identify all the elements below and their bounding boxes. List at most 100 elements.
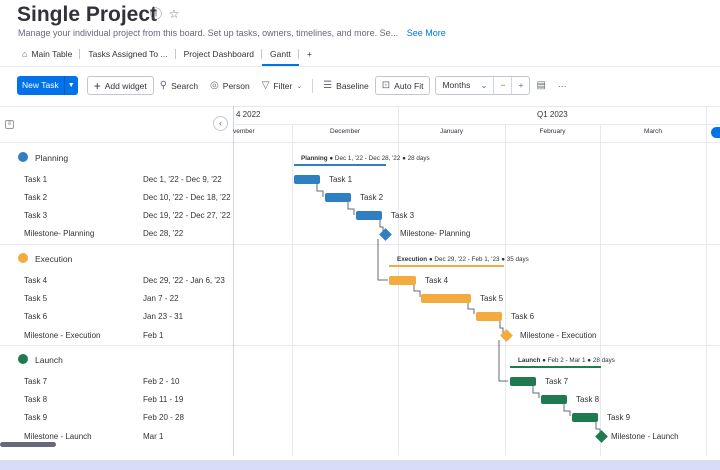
list-item[interactable]: Milestone - Execution (24, 331, 101, 340)
document-icon: ▤ (536, 80, 546, 91)
tab-project-dashboard[interactable]: Project Dashboard (176, 46, 263, 66)
group-summary-label: Planning ● Dec 1, '22 - Dec 28, '22 ● 28… (301, 155, 430, 162)
item-date: Mar 1 (143, 432, 164, 441)
filter-icon: ▽ (261, 80, 270, 91)
page-title: Single Project (17, 3, 158, 26)
tab-tasks-assigned[interactable]: Tasks Assigned To ... (80, 46, 176, 66)
list-item[interactable]: Task 9 (24, 413, 48, 422)
tab-label: Tasks Assigned To ... (88, 49, 168, 59)
months-label: Months (442, 80, 471, 90)
list-item[interactable]: Milestone - Launch (24, 432, 92, 441)
group-color-dot[interactable] (18, 354, 28, 364)
chevron-down-icon: ⌄ (296, 82, 303, 90)
search-button[interactable]: ⚲ Search (154, 76, 204, 95)
group-name-launch[interactable]: Launch (35, 355, 63, 365)
timescale-control: Months ⌄ − + (435, 76, 531, 95)
list-item[interactable]: Milestone- Planning (24, 229, 95, 238)
list-item[interactable]: Task 2 (24, 193, 48, 202)
group-name-planning[interactable]: Planning (35, 153, 69, 163)
baseline-label: Baseline (336, 80, 369, 91)
month-label: March (643, 128, 663, 135)
list-item[interactable]: Task 1 (24, 175, 48, 184)
see-more-link[interactable]: See More (406, 28, 446, 38)
info-icon[interactable]: ⓘ (150, 7, 163, 21)
tab-label: Gantt (270, 49, 291, 59)
summary-days: 35 days (506, 256, 529, 263)
search-icon: ⚲ (159, 80, 168, 91)
bar-label: Task 6 (511, 312, 535, 321)
bar-label: Task 3 (391, 211, 415, 220)
bar-label: Task 1 (329, 175, 353, 184)
bar-label: Milestone - Launch (611, 432, 679, 441)
add-view-button[interactable]: + (299, 46, 320, 66)
chevron-left-icon[interactable]: ‹ (213, 116, 228, 131)
item-date: Feb 2 - 10 (143, 377, 180, 386)
group-summary-bar[interactable] (510, 366, 601, 368)
more-options-button[interactable]: ··· (552, 76, 573, 95)
board-description: Manage your individual project from this… (18, 28, 446, 38)
filter-button[interactable]: ▽ Filter ⌄ (256, 76, 308, 95)
add-widget-label: Add widget (104, 80, 147, 91)
summary-dates: Dec 1, '22 - Dec 28, '22 (334, 155, 401, 162)
task-bar[interactable] (541, 395, 567, 404)
plus-icon: + (306, 49, 312, 59)
summary-name: Execution (397, 256, 428, 263)
bar-label: Task 8 (576, 395, 600, 404)
summary-days: 28 days (407, 155, 430, 162)
list-item[interactable]: Task 7 (24, 377, 48, 386)
baseline-button[interactable]: ☰ Baseline (317, 76, 375, 95)
list-item[interactable]: Task 6 (24, 312, 48, 321)
group-color-dot[interactable] (18, 152, 28, 162)
task-bar[interactable] (510, 377, 536, 386)
group-summary-bar[interactable] (294, 164, 386, 166)
task-bar[interactable] (356, 211, 382, 220)
bar-label: Task 7 (545, 377, 569, 386)
group-summary-bar[interactable] (389, 265, 504, 267)
chevron-down-icon[interactable]: ▼ (63, 76, 78, 95)
list-item[interactable]: Task 8 (24, 395, 48, 404)
zoom-in-button[interactable]: + (511, 77, 529, 94)
list-item[interactable]: Task 3 (24, 211, 48, 220)
description-text: Manage your individual project from this… (18, 28, 399, 38)
new-task-button[interactable]: New Task ▼ (17, 76, 78, 95)
summary-name: Planning (301, 155, 328, 162)
task-bar[interactable] (421, 294, 471, 303)
bar-label: Task 5 (480, 294, 504, 303)
item-date: Dec 28, '22 (143, 229, 184, 238)
today-marker[interactable] (711, 127, 720, 138)
group-color-dot[interactable] (18, 253, 28, 263)
item-date: Dec 10, '22 - Dec 18, '22 (143, 193, 231, 202)
zoom-out-button[interactable]: − (493, 77, 511, 94)
item-date: Feb 11 - 19 (143, 395, 184, 404)
tab-gantt[interactable]: Gantt (262, 46, 299, 66)
dependency-lines (316, 184, 601, 434)
task-bar[interactable] (389, 276, 416, 285)
task-bar[interactable] (476, 312, 502, 321)
quarter-label: Q1 2023 (537, 110, 568, 119)
group-name-execution[interactable]: Execution (35, 254, 73, 264)
more-icon: ··· (557, 80, 567, 91)
item-date: Jan 23 - 31 (143, 312, 184, 321)
auto-fit-button[interactable]: ⊡ Auto Fit (374, 76, 431, 95)
task-bar[interactable] (572, 413, 598, 422)
task-bar[interactable] (325, 193, 351, 202)
list-item[interactable]: Task 4 (24, 276, 48, 285)
item-date: Dec 19, '22 - Dec 27, '22 (143, 211, 231, 220)
bar-label: Milestone - Execution (520, 331, 597, 340)
person-icon: ◎ (210, 80, 219, 91)
horizontal-scrollbar[interactable] (0, 442, 56, 447)
months-select[interactable]: Months ⌄ (436, 77, 493, 94)
export-button[interactable]: ▤ (530, 76, 551, 95)
add-widget-button[interactable]: + Add widget (86, 76, 154, 95)
collapse-all-icon[interactable]: ≡ (5, 120, 14, 129)
tab-main-table[interactable]: ⌂ Main Table (14, 46, 81, 66)
person-filter-button[interactable]: ◎ Person (204, 76, 256, 95)
search-label: Search (171, 80, 199, 91)
month-label: vember (233, 128, 255, 135)
task-bar[interactable] (294, 175, 320, 184)
item-date: Jan 7 - 22 (143, 294, 179, 303)
star-icon[interactable]: ☆ (168, 7, 180, 21)
baseline-icon: ☰ (323, 80, 333, 91)
list-item[interactable]: Task 5 (24, 294, 48, 303)
bar-label: Milestone- Planning (400, 229, 471, 238)
